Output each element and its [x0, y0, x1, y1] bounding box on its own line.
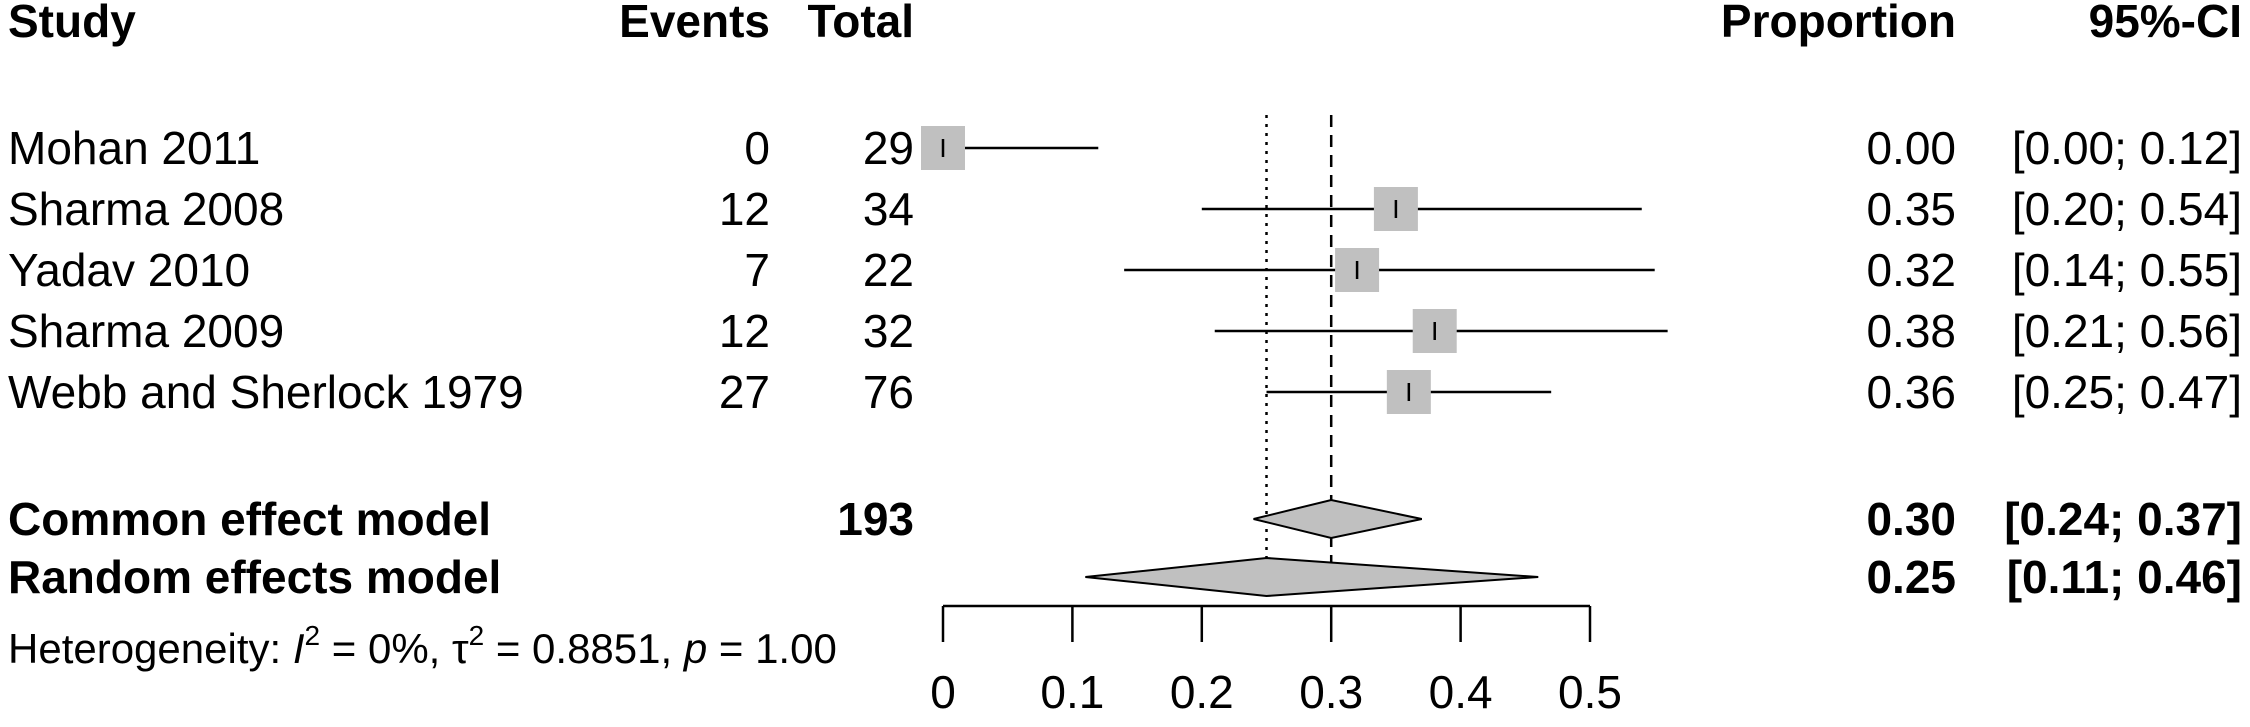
study-proportion: 0.36 — [1866, 366, 1956, 418]
study-total: 29 — [863, 122, 914, 174]
study-name: Sharma 2009 — [8, 305, 284, 357]
study-ci: [0.25; 0.47] — [2012, 366, 2242, 418]
model-name: Random effects model — [8, 551, 501, 603]
x-tick-label: 0.1 — [1040, 666, 1104, 718]
study-ci: [0.14; 0.55] — [2012, 244, 2242, 296]
study-proportion: 0.00 — [1866, 122, 1956, 174]
x-tick-label: 0 — [930, 666, 956, 718]
study-proportion: 0.32 — [1866, 244, 1956, 296]
study-events: 0 — [744, 122, 770, 174]
heterogeneity-text: Heterogeneity: I2 = 0%, τ2 = 0.8851, p =… — [8, 620, 837, 672]
model-total: 193 — [837, 493, 914, 545]
header-proportion: Proportion — [1721, 0, 1956, 47]
header-events: Events — [619, 0, 770, 47]
study-total: 32 — [863, 305, 914, 357]
study-ci: [0.20; 0.54] — [2012, 183, 2242, 235]
model-diamond — [1085, 556, 1539, 598]
x-tick-label: 0.3 — [1299, 666, 1363, 718]
study-total: 34 — [863, 183, 914, 235]
study-name: Mohan 2011 — [8, 122, 260, 174]
study-events: 12 — [719, 183, 770, 235]
study-proportion: 0.35 — [1866, 183, 1956, 235]
model-ci: [0.24; 0.37] — [2004, 493, 2242, 545]
study-name: Webb and Sherlock 1979 — [8, 366, 524, 418]
x-tick-label: 0.2 — [1170, 666, 1234, 718]
x-tick-label: 0.5 — [1558, 666, 1622, 718]
model-name: Common effect model — [8, 493, 491, 545]
study-name: Yadav 2010 — [8, 244, 250, 296]
x-tick-label: 0.4 — [1429, 666, 1493, 718]
study-ci: [0.00; 0.12] — [2012, 122, 2242, 174]
model-proportion: 0.30 — [1866, 493, 1956, 545]
study-total: 22 — [863, 244, 914, 296]
study-events: 12 — [719, 305, 770, 357]
study-name: Sharma 2008 — [8, 183, 284, 235]
study-ci: [0.21; 0.56] — [2012, 305, 2242, 357]
model-proportion: 0.25 — [1866, 551, 1956, 603]
model-ci: [0.11; 0.46] — [2007, 551, 2242, 603]
study-events: 7 — [744, 244, 770, 296]
header-study: Study — [8, 0, 136, 47]
study-events: 27 — [719, 366, 770, 418]
header-ci: 95%-CI — [2089, 0, 2242, 47]
plot-area — [921, 115, 1668, 642]
model-diamond — [1253, 498, 1422, 540]
study-rows: Mohan 2011 0 29 0.00 [0.00; 0.12] Sharma 2008… — [8, 122, 2242, 718]
header-total: Total — [808, 0, 914, 47]
study-total: 76 — [863, 366, 914, 418]
study-proportion: 0.38 — [1866, 305, 1956, 357]
